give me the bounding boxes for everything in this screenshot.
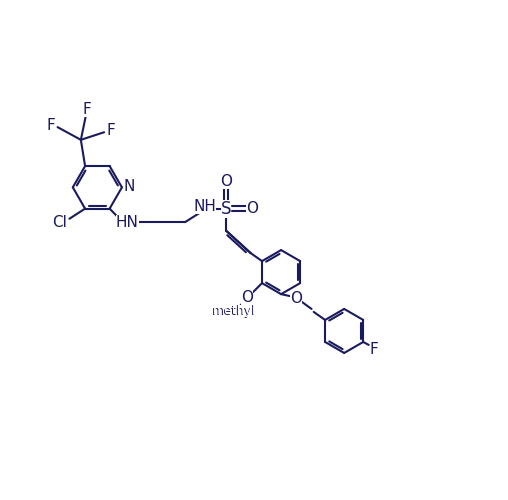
Text: F: F [82,102,91,117]
Text: O: O [246,201,258,216]
Text: F: F [47,118,55,134]
Text: F: F [370,342,378,356]
Text: methyl: methyl [211,306,255,318]
Text: Cl: Cl [52,214,67,230]
Text: HN: HN [116,214,139,230]
Text: O: O [290,291,302,306]
Text: F: F [106,124,115,138]
Text: O: O [220,174,232,190]
Text: O: O [241,290,253,306]
Text: methyl: methyl [213,304,257,317]
Text: NH: NH [194,199,216,214]
Text: N: N [124,179,135,194]
Text: S: S [221,200,231,218]
